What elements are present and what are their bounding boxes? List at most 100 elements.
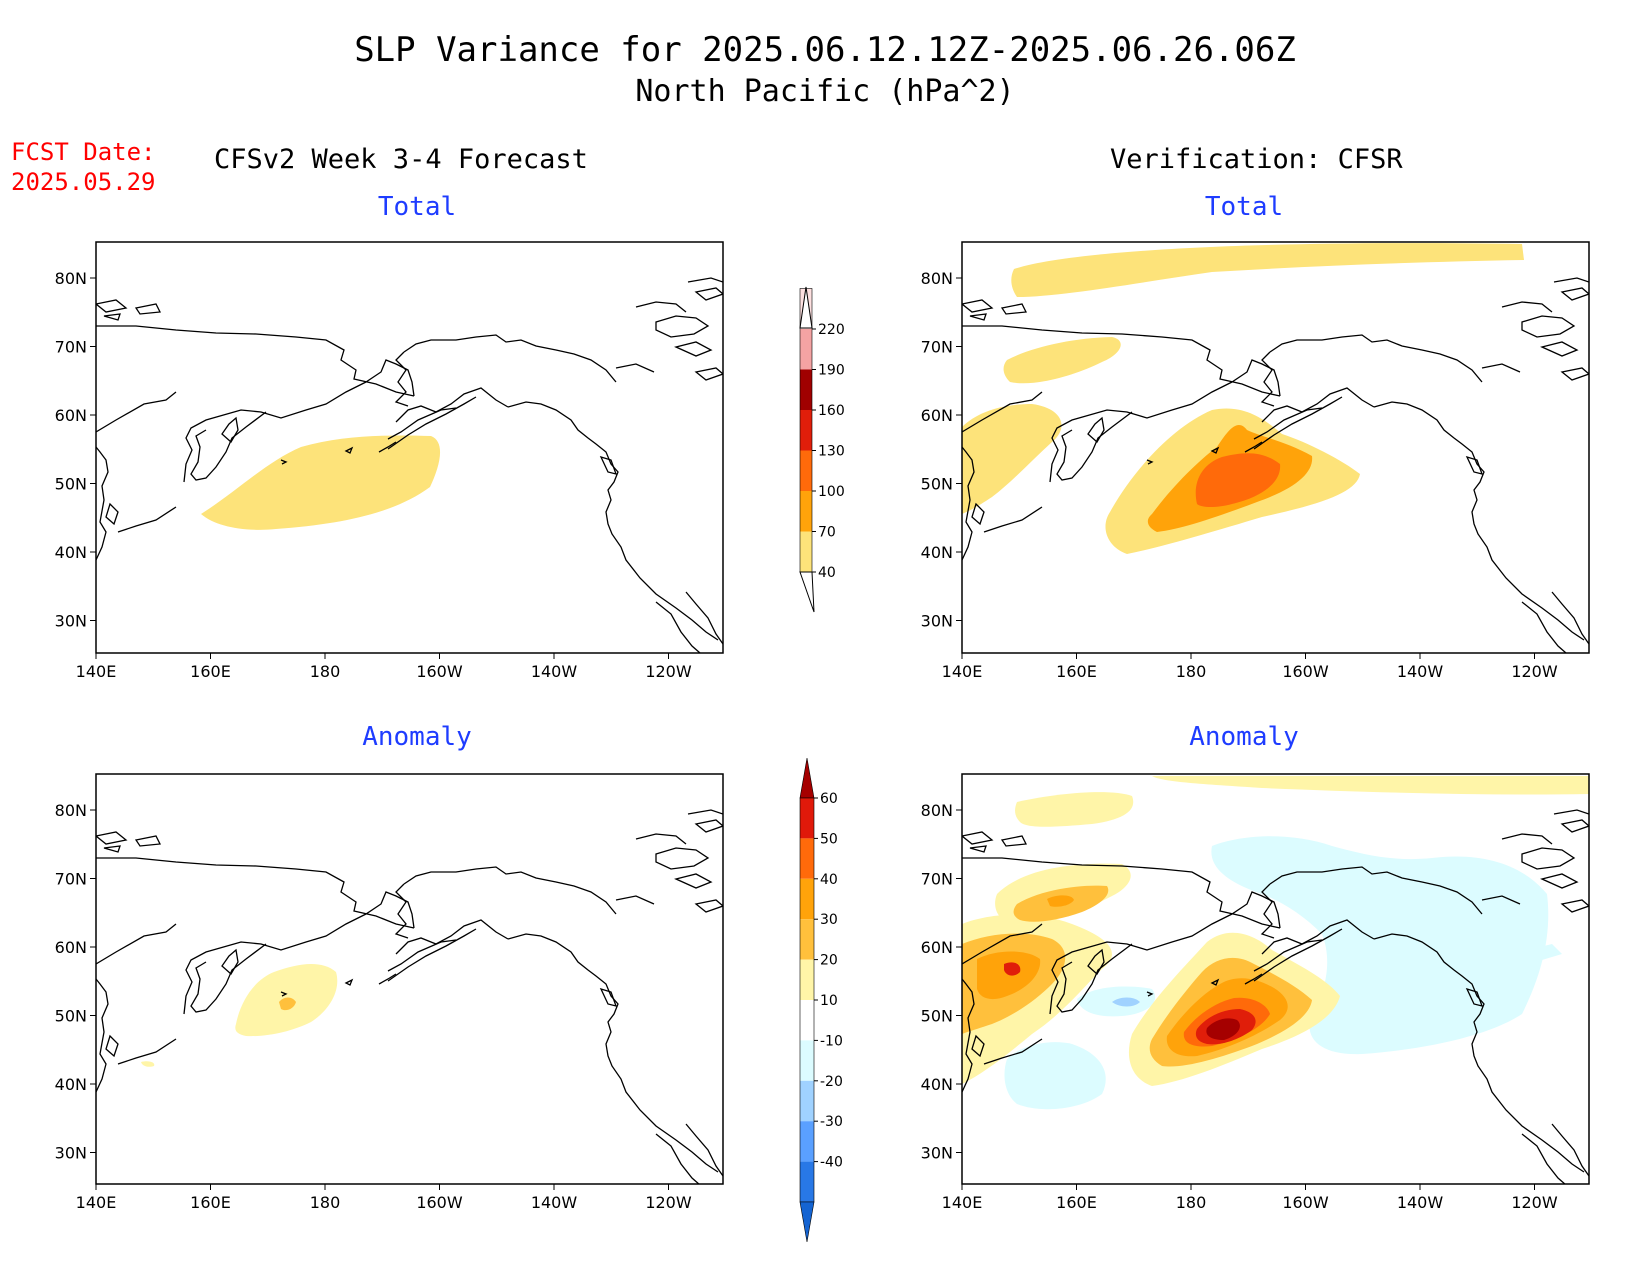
forecast-anomaly-lat-label: 40N xyxy=(55,1075,87,1094)
forecast-total-lat-label: 70N xyxy=(55,338,87,357)
fcst-date-label: FCST Date: xyxy=(11,138,156,166)
verification-total-lat-label: 60N xyxy=(921,406,953,425)
verification-anomaly-lat-label: 40N xyxy=(921,1075,953,1094)
forecast-total-lon-label: 140W xyxy=(531,662,578,681)
forecast-total-lat-label: 30N xyxy=(55,612,87,631)
total-colorbar-label: 40 xyxy=(818,565,836,581)
forecast-total-lat-label: 80N xyxy=(55,269,87,288)
anomaly-colorbar-segment xyxy=(800,1161,814,1202)
verification-total-lon-label: 160E xyxy=(1056,662,1097,681)
anomaly-colorbar-label: -30 xyxy=(820,1114,843,1130)
verification-anomaly-lon-label: 180 xyxy=(1176,1193,1207,1212)
fcst-date-value: 2025.05.29 xyxy=(11,168,156,196)
total-colorbar-top-arrow xyxy=(799,286,813,329)
total-colorbar-segment xyxy=(800,450,812,491)
anomaly-colorbar-segment xyxy=(800,798,814,839)
total-colorbar-bottom-arrow xyxy=(799,571,815,613)
axis-ticks: 140E 160E 180 160W 140W 120W 80N 70N 60N 50N 40N 30… xyxy=(55,269,1558,1212)
total-colorbar-segment xyxy=(800,531,812,572)
verification-total-lat-label: 50N xyxy=(921,475,953,494)
verification-anomaly-map xyxy=(962,776,1589,1184)
forecast-total-lon-label: 160W xyxy=(416,662,463,681)
forecast-anomaly-lon-label: 140E xyxy=(76,1193,117,1212)
anomaly-colorbar-label: 40 xyxy=(820,872,838,888)
verification-total-lon-label: 180 xyxy=(1176,662,1207,681)
forecast-anomaly-lat-label: 70N xyxy=(55,870,87,889)
verification-total-lon-label: 160W xyxy=(1282,662,1329,681)
forecast-column-caption: CFSv2 Week 3-4 Forecast xyxy=(214,144,588,175)
total-colorbar-label: 100 xyxy=(818,484,845,500)
forecast-total-lon-label: 140E xyxy=(76,662,117,681)
main-subtitle: North Pacific (hPa^2) xyxy=(635,74,1015,109)
forecast-anomaly-lat-label: 60N xyxy=(55,938,87,957)
forecast-anomaly-lon-label: 140W xyxy=(531,1193,578,1212)
verification-total-lon-label: 140W xyxy=(1397,662,1444,681)
verification-anomaly-frame xyxy=(961,773,1590,1185)
verification-total-title: Total xyxy=(1204,192,1284,222)
anomaly-colorbar-label: 60 xyxy=(820,791,838,807)
verification-anomaly-lon-label: 160W xyxy=(1282,1193,1329,1212)
anomaly-colorbar-label: -10 xyxy=(820,1033,843,1049)
forecast-anomaly-lon-label: 180 xyxy=(310,1193,341,1212)
forecast-anomaly-frame xyxy=(95,773,724,1185)
verification-total-lat-label: 30N xyxy=(921,612,953,631)
total-colorbar: 40 70 100 130 160 190 220 xyxy=(799,286,845,613)
anomaly-colorbar-label: 20 xyxy=(820,953,838,969)
anomaly-colorbar-label: 10 xyxy=(820,993,838,1009)
anomaly-colorbar-label: -20 xyxy=(820,1074,843,1090)
anomaly-colorbar-segment xyxy=(800,1080,814,1122)
anomaly-colorbar-segment xyxy=(800,959,814,1000)
forecast-anomaly-lon-label: 120W xyxy=(645,1193,692,1212)
anomaly-colorbar-top-arrow xyxy=(799,757,815,799)
verification-anomaly-lat-label: 30N xyxy=(921,1144,953,1163)
verification-total-lon-label: 140E xyxy=(942,662,983,681)
forecast-total-lon-label: 120W xyxy=(645,662,692,681)
verification-anomaly-lat-label: 50N xyxy=(921,1007,953,1026)
forecast-anomaly-map xyxy=(96,809,723,1184)
anomaly-colorbar: 60 50 40 30 20 10 -10 -20 -30 -40 xyxy=(799,757,843,1243)
anomaly-colorbar-label: 50 xyxy=(820,831,838,847)
forecast-anomaly-lon-label: 160E xyxy=(190,1193,231,1212)
anomaly-colorbar-segment xyxy=(800,1040,814,1081)
anomaly-colorbar-segment xyxy=(800,878,814,920)
total-colorbar-label: 70 xyxy=(818,525,836,541)
verification-total-map xyxy=(962,243,1589,653)
verification-anomaly-lon-label: 140W xyxy=(1397,1193,1444,1212)
anomaly-colorbar-segment xyxy=(800,838,814,879)
verification-total-lat-label: 80N xyxy=(921,269,953,288)
anomaly-colorbar-bottom-arrow xyxy=(799,1201,815,1243)
verification-anomaly-title: Anomaly xyxy=(1189,722,1299,752)
total-colorbar-label: 190 xyxy=(818,363,845,379)
total-colorbar-label: 160 xyxy=(818,403,845,419)
forecast-anomaly-title: Anomaly xyxy=(362,722,472,752)
verification-anomaly-lon-label: 160E xyxy=(1056,1193,1097,1212)
verification-total-lat-label: 40N xyxy=(921,543,953,562)
total-colorbar-segment xyxy=(800,369,812,410)
forecast-anomaly-lon-label: 160W xyxy=(416,1193,463,1212)
total-colorbar-segment xyxy=(800,329,812,370)
total-colorbar-segment xyxy=(800,491,812,532)
anomaly-colorbar-segment xyxy=(800,1121,814,1162)
verification-anomaly-lon-label: 120W xyxy=(1511,1193,1558,1212)
forecast-anomaly-lat-label: 50N xyxy=(55,1007,87,1026)
forecast-total-lon-label: 180 xyxy=(310,662,341,681)
forecast-total-frame xyxy=(95,241,724,654)
anomaly-colorbar-segment xyxy=(800,1000,814,1041)
verification-total-lat-label: 70N xyxy=(921,338,953,357)
forecast-anomaly-lat-label: 80N xyxy=(55,801,87,820)
forecast-total-map xyxy=(96,277,723,653)
anomaly-colorbar-label: 30 xyxy=(820,912,838,928)
total-colorbar-label: 130 xyxy=(818,444,845,460)
verification-anomaly-lat-label: 70N xyxy=(921,870,953,889)
verification-total-frame xyxy=(961,241,1590,654)
forecast-total-lat-label: 60N xyxy=(55,406,87,425)
anomaly-colorbar-label: -40 xyxy=(820,1155,843,1171)
verification-anomaly-lon-label: 140E xyxy=(942,1193,983,1212)
forecast-anomaly-lat-label: 30N xyxy=(55,1144,87,1163)
main-title: SLP Variance for 2025.06.12.12Z-2025.06.… xyxy=(354,30,1296,70)
anomaly-colorbar-segment xyxy=(800,919,814,960)
forecast-total-lat-label: 40N xyxy=(55,543,87,562)
verification-total-lon-label: 120W xyxy=(1511,662,1558,681)
verification-anomaly-lat-label: 60N xyxy=(921,938,953,957)
